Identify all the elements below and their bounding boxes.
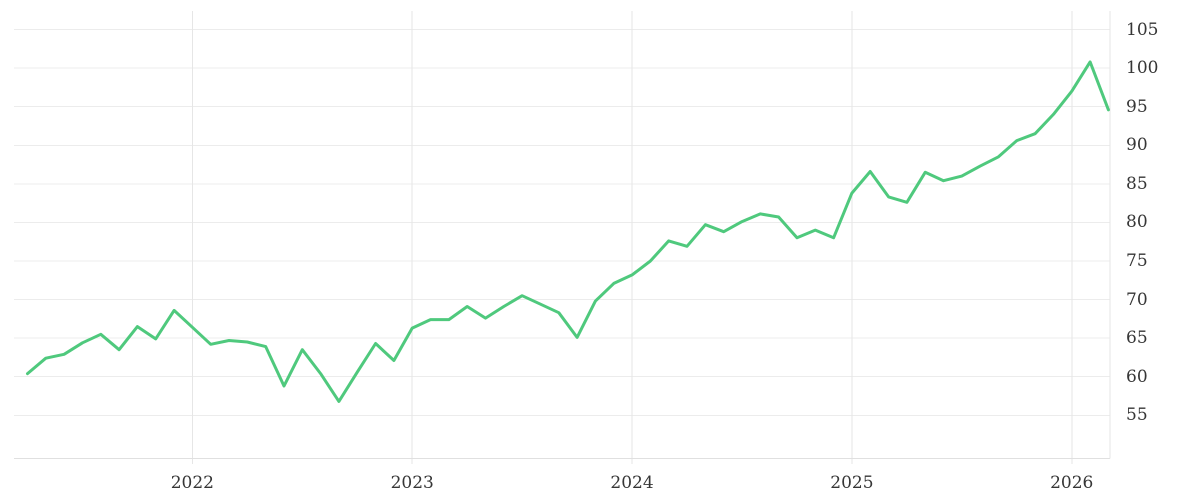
y-tick-label: 95 xyxy=(1126,96,1148,117)
x-tick-label: 2025 xyxy=(830,473,874,493)
y-tick-label: 55 xyxy=(1126,405,1148,426)
x-tick-label: 2024 xyxy=(610,473,654,493)
y-tick-label: 85 xyxy=(1126,173,1148,194)
y-tick-label: 60 xyxy=(1126,366,1148,387)
y-tick-label: 105 xyxy=(1126,19,1159,40)
y-tick-label: 80 xyxy=(1126,212,1148,233)
y-tick-label: 75 xyxy=(1126,250,1148,271)
y-tick-label: 90 xyxy=(1126,135,1148,156)
y-tick-label: 70 xyxy=(1126,289,1148,310)
x-tick-label: 2023 xyxy=(390,473,434,493)
y-tick-label: 100 xyxy=(1126,58,1159,79)
series-line xyxy=(26,60,1110,403)
x-tick-label: 2026 xyxy=(1050,473,1094,493)
y-tick-label: 65 xyxy=(1126,328,1148,349)
x-tick-label: 2022 xyxy=(170,473,214,493)
